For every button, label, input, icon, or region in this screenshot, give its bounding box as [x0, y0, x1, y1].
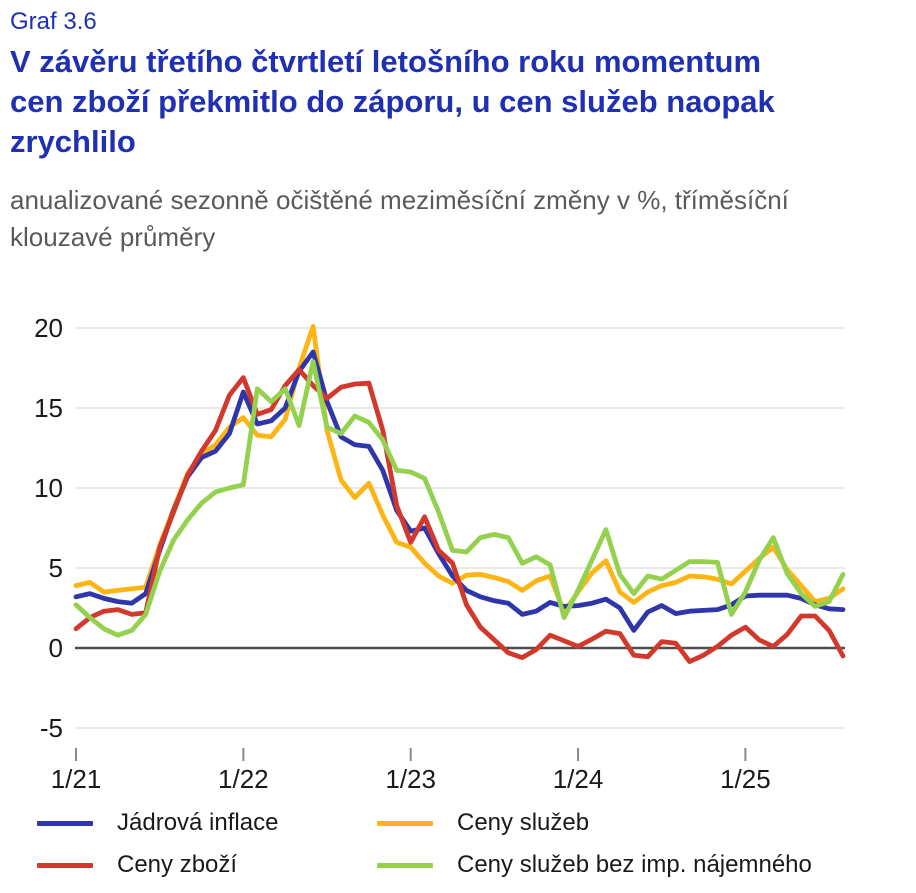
y-axis-label-0: 0: [49, 633, 63, 663]
chart-subtitle-line-2: klouzavé průměry: [10, 222, 216, 252]
legend-item-ceny-zbozi: Ceny zboží: [37, 851, 377, 879]
legend-label-jadrova-inflace: Jádrová inflace: [117, 809, 279, 836]
legend-label-ceny-zbozi: Ceny zboží: [117, 851, 238, 878]
chart-title-line-2: cen zboží překmitlo do záporu, u cen slu…: [10, 84, 775, 119]
chart-subtitle-line-1: anualizované sezonně očištěné meziměsíčn…: [10, 185, 789, 215]
series-line-3: [73, 359, 846, 638]
legend-item-ceny-sluzeb-bez-najemneho: Ceny služeb bez imp. nájemného: [377, 851, 897, 879]
chart-title-line-3: zrychlilo: [10, 124, 136, 159]
graf-number: Graf 3.6: [10, 8, 97, 35]
legend-swatch-blue-icon: [37, 820, 93, 826]
x-axis-label-1/25: 1/25: [720, 764, 771, 792]
y-axis-label-5: 5: [49, 553, 63, 583]
legend-swatch-green-icon: [377, 862, 433, 868]
chart-subtitle: anualizované sezonně očištěné meziměsíčn…: [10, 182, 900, 256]
x-axis-label-1/24: 1/24: [553, 764, 604, 792]
legend-label-ceny-sluzeb: Ceny služeb: [457, 809, 590, 836]
chart-plot-area: 20 15 10 5 0 -5 1/21 1/22 1/23 1/24 1/25: [34, 313, 846, 794]
x-axis-label-1/22: 1/22: [218, 764, 269, 792]
legend-swatch-red-icon: [37, 862, 93, 868]
legend-label-ceny-sluzeb-bez-najemneho: Ceny služeb bez imp. nájemného: [457, 851, 812, 878]
legend-item-jadrova-inflace: Jádrová inflace: [37, 809, 377, 837]
y-axis-label-15: 15: [34, 393, 63, 423]
legend-swatch-yellow-icon: [377, 820, 433, 826]
x-axis-label-1/21: 1/21: [51, 764, 102, 792]
y-axis-label-10: 10: [34, 473, 63, 503]
legend-item-ceny-sluzeb: Ceny služeb: [377, 809, 897, 837]
line-chart: 20 15 10 5 0 -5 1/21 1/22 1/23 1/24 1/25: [0, 300, 916, 794]
x-axis-label-1/23: 1/23: [385, 764, 436, 792]
y-axis-label-20: 20: [34, 313, 63, 343]
chart-legend: Jádrová inflace Ceny zboží Ceny služeb C…: [37, 802, 897, 886]
series-line-1: [73, 367, 846, 665]
chart-title: V závěru třetího čtvrtletí letošního rok…: [10, 42, 910, 162]
chart-title-line-1: V závěru třetího čtvrtletí letošního rok…: [10, 44, 762, 79]
y-axis-label--5: -5: [40, 713, 63, 743]
